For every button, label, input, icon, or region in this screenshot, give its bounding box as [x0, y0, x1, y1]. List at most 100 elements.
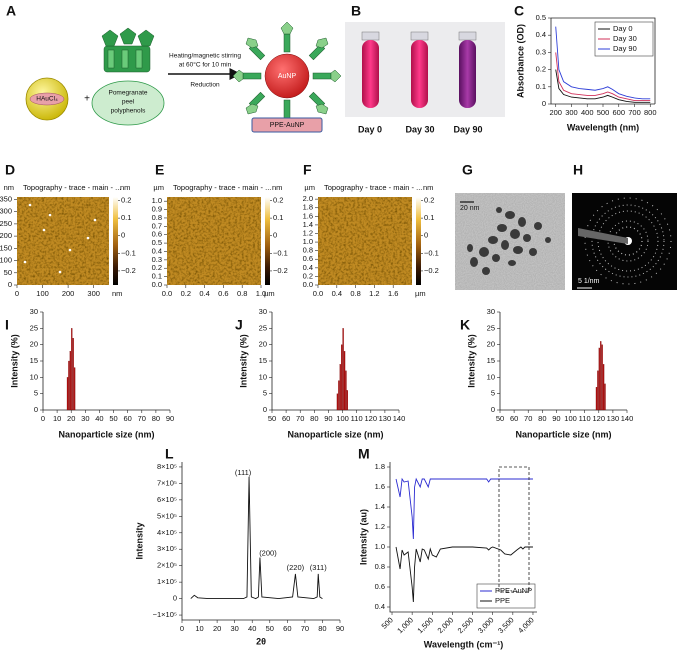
- colorbar-tick-label: 0: [273, 231, 277, 240]
- y-tick-label: 10: [30, 372, 38, 381]
- y-tick-label: 15: [30, 356, 38, 365]
- x-tick-label: 0.2: [181, 289, 191, 298]
- y-tick-label: 1.8: [303, 203, 313, 212]
- x-unit: µm: [415, 289, 426, 298]
- y-tick-label: 15: [487, 356, 495, 365]
- y-tick-label: 10: [487, 372, 495, 381]
- panel-label: F: [303, 162, 312, 178]
- x-tick-label: 120: [593, 414, 606, 423]
- y-tick-label: 1.2: [375, 522, 385, 531]
- y-axis-label: Intensity (%): [466, 334, 476, 388]
- tem-particles: [467, 207, 551, 275]
- afm-feature: [58, 270, 62, 274]
- x-tick-label: 20: [67, 414, 75, 423]
- x-tick-label: 600: [612, 108, 625, 117]
- y-tick-label: 5: [34, 389, 38, 398]
- x-tick-label: 10: [195, 624, 203, 633]
- colorbar-tick-label: −0.2: [424, 266, 439, 275]
- y-tick-label: 1.6: [303, 211, 313, 220]
- data-line: [395, 546, 533, 603]
- x-tick-label: 80: [152, 414, 160, 423]
- afm-texture: [17, 197, 109, 285]
- x-tick-label: 2,000: [436, 615, 456, 635]
- legend-label: PPE-AuNP: [495, 586, 532, 595]
- particle-label: AuNP: [278, 73, 297, 80]
- histogram-bar: [600, 341, 602, 411]
- y-tick-label: 2×10⁵: [157, 561, 177, 570]
- product-label: PPE-AuNP: [270, 122, 305, 129]
- scale-bar-label: 20 nm: [460, 205, 480, 212]
- axis: [389, 462, 537, 613]
- histogram-bar: [341, 344, 343, 411]
- y-tick-label: 0.0: [152, 280, 162, 289]
- vial-label: Day 30: [405, 124, 434, 134]
- x-axis-label: Wavelength (cm⁻¹): [424, 639, 503, 649]
- y-tick-label: 20: [30, 340, 38, 349]
- y-tick-label: 0.3: [152, 255, 162, 264]
- axis: [42, 312, 170, 411]
- afm-texture: [318, 197, 412, 285]
- x-tick-label: 0: [180, 624, 184, 633]
- y-tick-label: 1.6: [375, 482, 385, 491]
- x-tick-label: 1,500: [415, 615, 435, 635]
- histogram-bar: [339, 364, 341, 411]
- x-tick-label: 50: [109, 414, 117, 423]
- peak-annotation: (200): [259, 548, 277, 557]
- scheme-panel: A HAuCl₄ + Pomegranate peel polyphenols …: [6, 3, 342, 133]
- x-tick-label: 300: [87, 289, 100, 298]
- x-tick-label: 70: [138, 414, 146, 423]
- histogram-bar: [66, 377, 69, 411]
- x-tick-label: 400: [581, 108, 594, 117]
- y-tick-label: 1.2: [303, 228, 313, 237]
- x-tick-label: 700: [628, 108, 641, 117]
- colorbar-tick-label: 0.1: [273, 213, 283, 222]
- data-line: [395, 477, 533, 540]
- y-tick-label: 0: [8, 280, 12, 289]
- histogram-bar: [602, 364, 605, 411]
- y-tick-label: 4×10⁵: [157, 528, 177, 537]
- x-tick-label: 2,500: [456, 615, 476, 635]
- y-tick-label: 2.0: [303, 194, 313, 203]
- panel-label: G: [462, 162, 473, 178]
- histogram-bar: [336, 393, 339, 411]
- x-tick-label: 80: [318, 624, 326, 633]
- histogram-bar: [73, 367, 76, 411]
- x-tick-label: 40: [95, 414, 103, 423]
- y-tick-label: 350: [0, 194, 12, 203]
- panel-label: B: [351, 3, 361, 19]
- y-unit: µm: [153, 183, 164, 192]
- colorbar-tick-label: 0: [121, 231, 125, 240]
- y-tick-label: 0.6: [152, 230, 162, 239]
- afm-feature: [93, 218, 97, 222]
- y-axis-label: Intensity (au): [358, 509, 368, 565]
- y-tick-label: 0.6: [375, 582, 385, 591]
- y-tick-label: 1.4: [375, 502, 385, 511]
- axis-frame: [551, 17, 656, 104]
- y-tick-label: 5×10⁵: [157, 511, 177, 520]
- histogram-bar: [342, 328, 344, 411]
- x-tick-label: 0.6: [218, 289, 228, 298]
- x-tick-label: 80: [310, 414, 318, 423]
- y-tick-label: 1.0: [375, 542, 385, 551]
- x-tick-label: 100: [36, 289, 49, 298]
- product-box: [251, 117, 323, 133]
- y-tick-label: 200: [0, 231, 12, 240]
- y-axis-label: Absorbance (OD): [515, 24, 525, 98]
- colorbar-tick-label: 0.1: [424, 213, 434, 222]
- extract-label: Pomegranate: [108, 90, 147, 97]
- y-tick-label: 0.5: [536, 13, 546, 22]
- x-tick-label: 200: [549, 108, 562, 117]
- histogram-bar: [338, 380, 340, 411]
- x-axis-label: Nanoparticle size (nm): [515, 429, 611, 439]
- y-tick-label: 100: [0, 256, 12, 265]
- x-tick-label: 50: [268, 414, 276, 423]
- x-tick-label: 0.8: [237, 289, 247, 298]
- x-tick-label: 120: [365, 414, 378, 423]
- x-tick-label: 60: [123, 414, 131, 423]
- y-tick-label: 20: [259, 340, 267, 349]
- y-tick-label: 1.8: [375, 462, 385, 471]
- afm-feature: [68, 248, 72, 252]
- y-tick-label: 300: [0, 207, 12, 216]
- axis: [499, 312, 627, 411]
- x-tick-label: 50: [266, 624, 274, 633]
